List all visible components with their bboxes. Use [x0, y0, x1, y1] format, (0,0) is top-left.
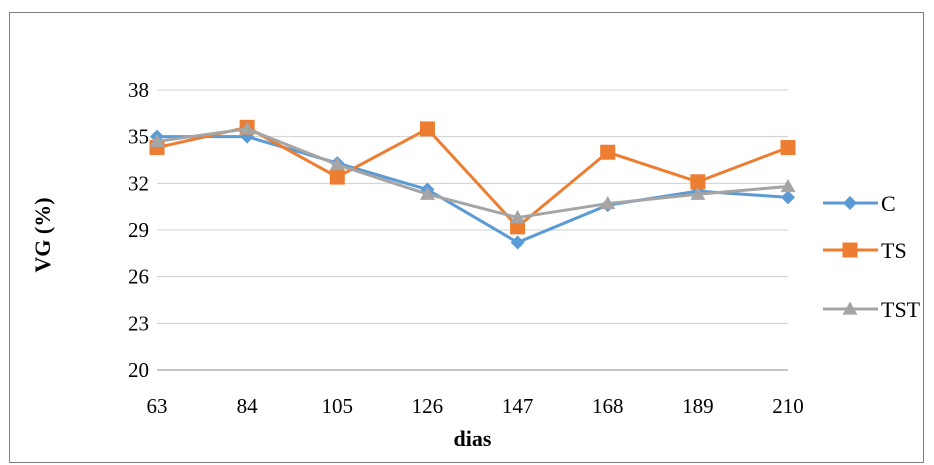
data-point-c — [510, 235, 525, 250]
x-tick-label: 210 — [772, 394, 804, 418]
data-point-ts — [780, 140, 796, 156]
data-point-tst — [239, 121, 255, 135]
series-tst — [149, 121, 796, 224]
data-point-c — [781, 190, 795, 205]
data-point-tst — [419, 186, 435, 200]
x-tick-label: 147 — [502, 394, 534, 418]
x-axis-title: dias — [454, 426, 492, 451]
x-tick-label: 126 — [412, 394, 444, 418]
legend-marker-ts — [842, 242, 858, 258]
x-tick-label: 63 — [147, 394, 168, 418]
legend-label-tst: TST — [881, 297, 921, 322]
y-tick-label: 35 — [128, 125, 149, 149]
data-point-ts — [600, 144, 616, 160]
data-point-tst — [510, 210, 526, 224]
data-point-tst — [329, 157, 345, 171]
data-point-tst — [780, 178, 796, 193]
x-tick-label: 84 — [237, 394, 259, 418]
y-tick-label: 26 — [128, 265, 149, 289]
data-point-ts — [690, 174, 706, 190]
y-tick-label: 29 — [128, 218, 149, 242]
series-group — [149, 119, 796, 250]
x-tick-label: 168 — [592, 394, 624, 418]
legend-label-ts: TS — [881, 238, 907, 263]
legend-marker-c — [843, 196, 857, 210]
y-tick-label: 23 — [128, 311, 149, 335]
chart-border — [9, 12, 924, 463]
data-point-ts — [419, 121, 435, 137]
y-tick-label: 32 — [128, 171, 149, 195]
data-point-ts — [329, 169, 345, 185]
y-tick-label: 38 — [128, 78, 149, 102]
y-tick-label: 20 — [128, 358, 149, 382]
legend-item-c: C — [823, 191, 896, 216]
data-point-tst — [149, 133, 165, 147]
legend-item-ts: TS — [823, 238, 907, 263]
y-axis-tick-labels: 20 23 26 29 32 35 38 — [128, 78, 149, 382]
x-axis-tick-labels: 63 84 105 126 147 168 189 210 — [147, 394, 804, 418]
x-tick-label: 105 — [322, 394, 354, 418]
series-line-c — [157, 135, 789, 244]
data-point-tst — [600, 196, 616, 210]
series-line-tst — [156, 127, 789, 220]
legend-label-c: C — [881, 191, 896, 216]
legend-item-tst: TST — [823, 297, 921, 322]
legend-marker-tst — [842, 301, 858, 315]
data-point-tst — [690, 186, 706, 200]
x-tick-label: 189 — [682, 394, 714, 418]
gridlines — [157, 89, 788, 371]
legend: C TS TST — [823, 191, 921, 322]
y-axis-title: VG (%) — [30, 197, 55, 272]
